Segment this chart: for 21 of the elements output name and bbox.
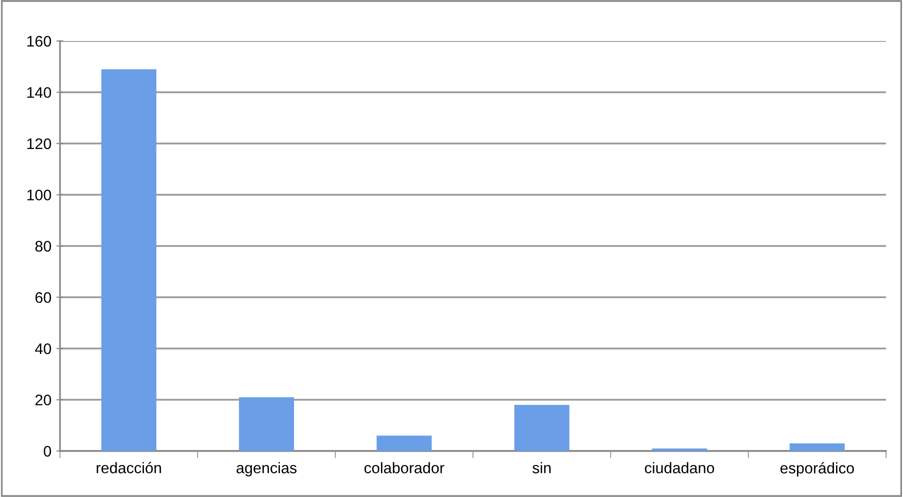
x-tick-label: agencias — [236, 462, 297, 476]
x-tick-label: redacción — [96, 462, 161, 474]
y-tick-label: 100 — [27, 190, 52, 200]
y-tick-label: 120 — [27, 138, 52, 150]
bar — [376, 436, 432, 451]
y-tick-label: 160 — [27, 36, 52, 47]
y-tick-label: 0 — [44, 446, 52, 457]
bar — [514, 404, 570, 451]
bar — [652, 448, 708, 451]
bar — [101, 69, 156, 451]
y-tick-label: 40 — [35, 343, 52, 354]
bar — [238, 397, 294, 451]
y-tick-label: 20 — [35, 394, 52, 406]
x-tick-label: ciudadano — [644, 462, 714, 474]
bar — [790, 443, 845, 451]
y-tick-label: 80 — [35, 240, 52, 252]
y-tick-label: 140 — [27, 87, 52, 98]
x-tick-label: sin — [532, 462, 551, 474]
y-tick-label: 60 — [35, 292, 52, 303]
x-tick-label: colaborador — [364, 462, 444, 474]
x-tick-label: esporádico — [780, 462, 854, 477]
